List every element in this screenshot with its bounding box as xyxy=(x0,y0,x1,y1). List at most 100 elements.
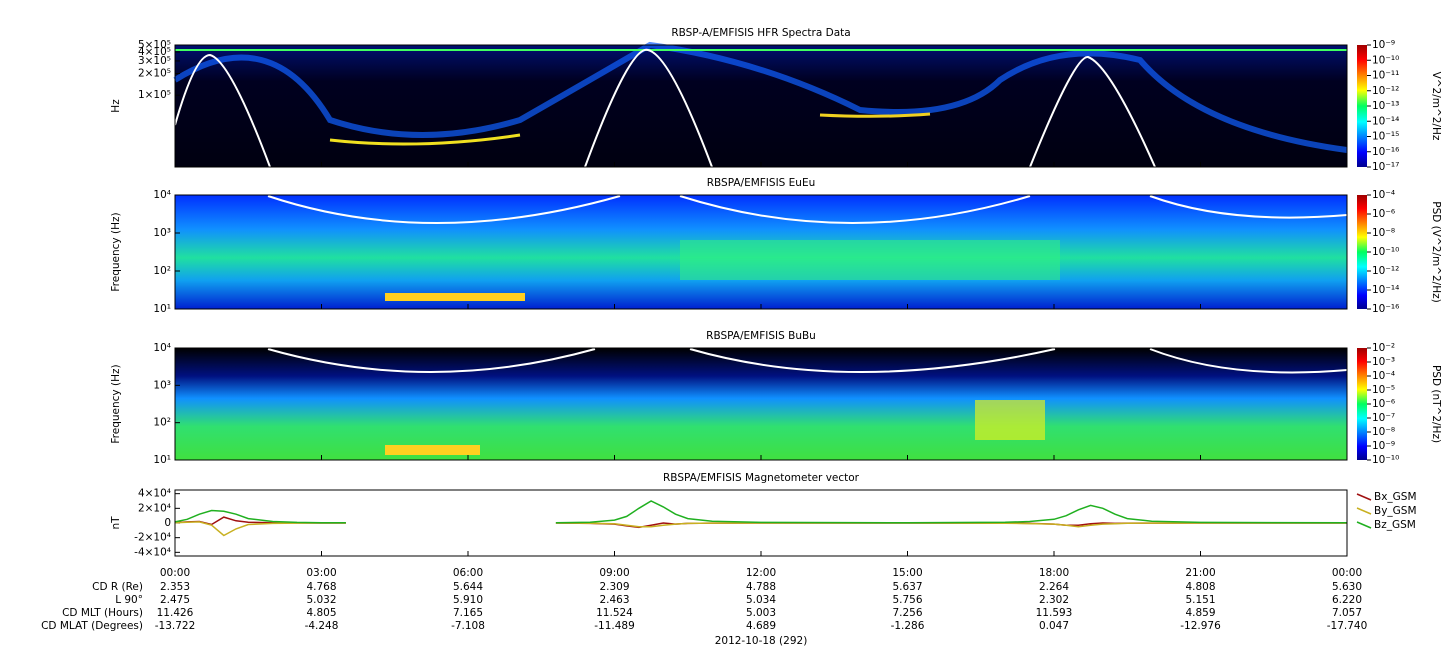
x-tick-label: 21:00 xyxy=(1185,567,1215,579)
colorbar-tick-label: 10⁻¹⁶ xyxy=(1372,146,1399,158)
ephemeris-value: -1.286 xyxy=(891,620,925,632)
ephemeris-label: L 90° xyxy=(115,594,143,606)
colorbar-tick-label: 10⁻¹² xyxy=(1372,85,1399,97)
spectrogram-feature xyxy=(819,112,931,118)
ephemeris-value: 2.353 xyxy=(160,581,190,593)
ephemeris-value: -4.248 xyxy=(305,620,339,632)
y-tick-label: 10² xyxy=(153,417,171,429)
colorbar-label: V^2/m^2/Hz xyxy=(1430,72,1442,141)
ephemeris-value: 4.808 xyxy=(1185,581,1215,593)
plot-frame xyxy=(174,194,1348,310)
panel-title: RBSPA/EMFISIS EuEu xyxy=(707,177,816,189)
y-tick-label: 2×10⁵ xyxy=(138,68,171,80)
spectrogram-feature xyxy=(680,240,1060,280)
colorbar-tick-label: 10⁻¹² xyxy=(1372,265,1399,277)
ephemeris-value: 11.426 xyxy=(157,607,194,619)
y-tick-label: 3×10⁵ xyxy=(138,55,171,67)
ephemeris-value: 5.003 xyxy=(746,607,776,619)
colorbar-tick-label: 10⁻³ xyxy=(1372,356,1395,368)
ephemeris-value: 2.302 xyxy=(1039,594,1069,606)
ephemeris-value: 4.805 xyxy=(306,607,336,619)
spectrogram-feature xyxy=(385,445,480,455)
colorbar-tick-label: 10⁻⁶ xyxy=(1372,208,1395,220)
ephemeris-value: -13.722 xyxy=(155,620,196,632)
ephemeris-value: 5.151 xyxy=(1185,594,1215,606)
y-tick-label: 10² xyxy=(153,265,171,277)
colorbar-tick-label: 10⁻⁴ xyxy=(1372,370,1395,382)
ephemeris-value: 0.047 xyxy=(1039,620,1069,632)
y-tick-label: 10¹ xyxy=(153,454,171,466)
ephemeris-label: CD MLT (Hours) xyxy=(62,607,143,619)
legend-label: Bx_GSM xyxy=(1374,491,1417,503)
y-axis-label: Hz xyxy=(110,99,122,113)
spectrogram-feature xyxy=(267,195,621,224)
ephemeris-value: -12.976 xyxy=(1180,620,1221,632)
spectrogram xyxy=(175,348,1347,460)
colorbar-tick-label: 10⁻⁸ xyxy=(1372,227,1395,239)
colorbar-tick-label: 10⁻¹⁵ xyxy=(1372,131,1399,143)
ephemeris-value: 5.644 xyxy=(453,581,483,593)
spectrogram-feature xyxy=(173,41,1348,153)
series-line xyxy=(174,500,1348,524)
x-tick-label: 00:00 xyxy=(1332,567,1362,579)
ephemeris-value: 2.309 xyxy=(599,581,629,593)
ephemeris-value: 11.524 xyxy=(596,607,633,619)
y-tick-label: 4×10⁵ xyxy=(138,46,171,58)
ephemeris-value: 5.032 xyxy=(306,594,336,606)
y-axis-label: Frequency (Hz) xyxy=(110,212,122,291)
colorbar-tick-label: 10⁻¹⁴ xyxy=(1372,284,1399,296)
ephemeris-value: 7.165 xyxy=(453,607,483,619)
colorbar-tick-label: 10⁻⁹ xyxy=(1372,440,1395,452)
y-tick-label: -4×10⁴ xyxy=(134,546,171,558)
ephemeris-value: 2.463 xyxy=(599,594,629,606)
y-tick-label: 2×10⁴ xyxy=(138,502,171,514)
colorbar-tick-label: 10⁻¹⁰ xyxy=(1372,246,1399,258)
ephemeris-label: CD MLAT (Degrees) xyxy=(41,620,143,632)
panel-title: RBSPA/EMFISIS Magnetometer vector xyxy=(663,472,860,484)
x-tick-label: 15:00 xyxy=(892,567,922,579)
x-tick-label: 09:00 xyxy=(599,567,629,579)
plot-frame xyxy=(174,489,1348,557)
x-tick-label: 18:00 xyxy=(1039,567,1069,579)
spectrogram-feature xyxy=(679,195,1031,224)
ephemeris-value: 7.057 xyxy=(1332,607,1362,619)
colorbar-tick-label: 10⁻¹⁰ xyxy=(1372,454,1399,466)
x-tick-label: 12:00 xyxy=(746,567,776,579)
ephemeris-value: 4.768 xyxy=(306,581,336,593)
ephemeris-value: -17.740 xyxy=(1327,620,1368,632)
spectrogram-feature xyxy=(1029,56,1156,168)
colorbar-tick-label: 10⁻⁶ xyxy=(1372,398,1395,410)
ephemeris-value: 5.034 xyxy=(746,594,776,606)
ephemeris-value: 2.264 xyxy=(1039,581,1069,593)
spectrogram-feature xyxy=(975,400,1045,440)
y-tick-label: -2×10⁴ xyxy=(134,532,171,544)
colorbar xyxy=(1357,348,1367,460)
ephemeris-value: -7.108 xyxy=(451,620,485,632)
x-tick-label: 06:00 xyxy=(453,567,483,579)
panel-title: RBSPA/EMFISIS BuBu xyxy=(706,330,816,342)
ephemeris-value: -11.489 xyxy=(594,620,635,632)
y-tick-label: 10⁴ xyxy=(153,189,171,201)
spectrogram-feature xyxy=(174,53,271,168)
ephemeris-value: 5.630 xyxy=(1332,581,1362,593)
ephemeris-value: 4.689 xyxy=(746,620,776,632)
legend-swatch xyxy=(1356,521,1372,529)
spectrogram-feature xyxy=(584,48,713,168)
y-tick-label: 4×10⁴ xyxy=(138,488,171,500)
x-tick-label: 03:00 xyxy=(306,567,336,579)
y-tick-label: 10¹ xyxy=(153,303,171,315)
series-line xyxy=(174,521,1347,537)
ephemeris-value: 7.256 xyxy=(892,607,922,619)
ephemeris-label: CD R (Re) xyxy=(92,581,143,593)
ephemeris-value: 6.220 xyxy=(1332,594,1362,606)
ephemeris-value: 4.859 xyxy=(1185,607,1215,619)
colorbar-tick-label: 10⁻⁹ xyxy=(1372,39,1395,51)
y-tick-label: 5×10⁵ xyxy=(138,39,171,51)
colorbar-tick-label: 10⁻⁵ xyxy=(1372,384,1395,396)
ephemeris-value: 5.756 xyxy=(892,594,922,606)
ephemeris-value: 5.637 xyxy=(892,581,922,593)
spectrogram-feature xyxy=(1149,195,1348,219)
colorbar-tick-label: 10⁻¹⁴ xyxy=(1372,115,1399,127)
y-tick-label: 1×10⁵ xyxy=(138,89,171,101)
colorbar-tick-label: 10⁻¹⁷ xyxy=(1372,161,1399,173)
